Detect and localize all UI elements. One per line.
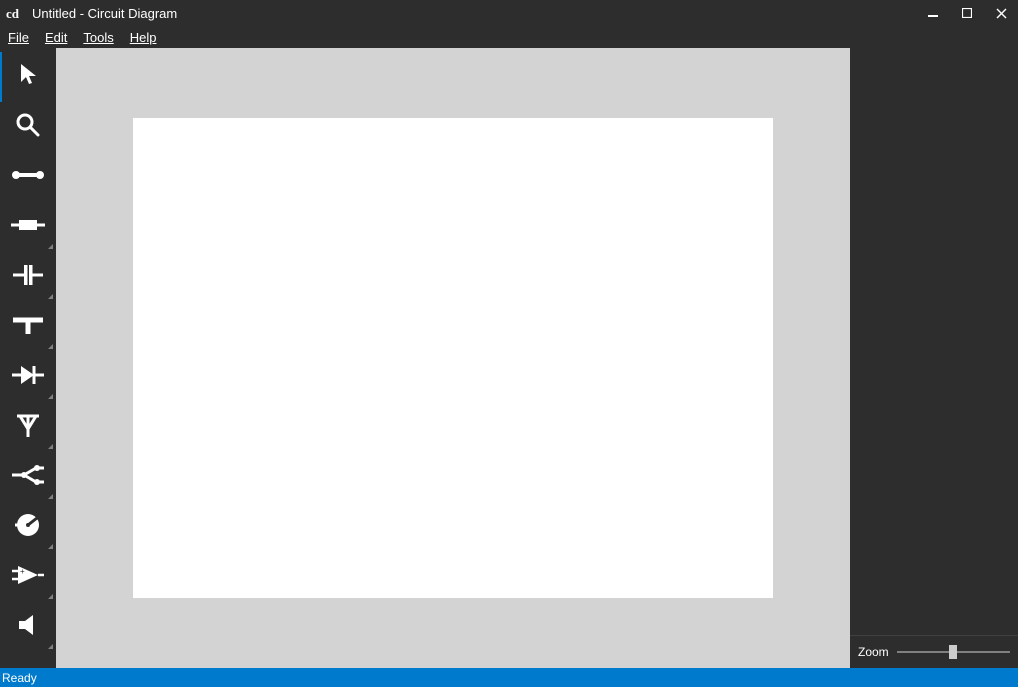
submenu-indicator-icon bbox=[48, 394, 53, 399]
canvas-page[interactable] bbox=[133, 118, 773, 598]
tool-antenna[interactable] bbox=[0, 402, 56, 452]
resistor-icon bbox=[11, 218, 45, 237]
menu-edit[interactable]: Edit bbox=[37, 28, 75, 47]
tool-zoom[interactable] bbox=[0, 102, 56, 152]
zoom-label: Zoom bbox=[858, 645, 889, 659]
zoom-icon bbox=[15, 112, 41, 143]
zoom-slider[interactable] bbox=[897, 645, 1010, 659]
menu-tools[interactable]: Tools bbox=[75, 28, 121, 47]
tool-ground[interactable] bbox=[0, 302, 56, 352]
statusbar: Ready bbox=[0, 668, 1018, 687]
canvas-viewport: Zoom bbox=[56, 48, 1018, 668]
tool-resistor[interactable] bbox=[0, 202, 56, 252]
tool-opamp[interactable]: + bbox=[0, 552, 56, 602]
tool-capacitor[interactable] bbox=[0, 252, 56, 302]
submenu-indicator-icon bbox=[48, 294, 53, 299]
status-text: Ready bbox=[2, 671, 37, 685]
app-icon: cd bbox=[0, 0, 26, 26]
tool-meter[interactable] bbox=[0, 502, 56, 552]
tool-speaker[interactable] bbox=[0, 602, 56, 652]
antenna-icon bbox=[15, 413, 41, 442]
pointer-icon bbox=[18, 62, 40, 93]
toolbox: + bbox=[0, 48, 56, 668]
zoom-slider-thumb[interactable] bbox=[949, 645, 957, 659]
window-controls bbox=[916, 0, 1018, 26]
minimize-button[interactable] bbox=[916, 0, 950, 26]
opamp-icon: + bbox=[12, 564, 44, 591]
tool-diode[interactable] bbox=[0, 352, 56, 402]
ground-icon bbox=[13, 314, 43, 341]
transistor-icon bbox=[12, 464, 44, 491]
submenu-indicator-icon bbox=[48, 644, 53, 649]
submenu-indicator-icon bbox=[48, 594, 53, 599]
tool-transistor[interactable] bbox=[0, 452, 56, 502]
canvas-area: Zoom bbox=[56, 48, 1018, 668]
meter-icon bbox=[15, 512, 41, 543]
menu-file[interactable]: File bbox=[0, 28, 37, 47]
capacitor-icon bbox=[13, 264, 43, 291]
menubar: File Edit Tools Help bbox=[0, 26, 1018, 48]
diode-icon bbox=[12, 364, 44, 391]
wire-icon bbox=[11, 168, 45, 186]
titlebar: cd Untitled - Circuit Diagram bbox=[0, 0, 1018, 26]
submenu-indicator-icon bbox=[48, 544, 53, 549]
svg-text:cd: cd bbox=[6, 6, 20, 21]
svg-text:+: + bbox=[20, 567, 25, 576]
submenu-indicator-icon bbox=[48, 244, 53, 249]
tool-wire[interactable] bbox=[0, 152, 56, 202]
submenu-indicator-icon bbox=[48, 444, 53, 449]
maximize-button[interactable] bbox=[950, 0, 984, 26]
canvas-background[interactable] bbox=[56, 48, 850, 668]
submenu-indicator-icon bbox=[48, 344, 53, 349]
zoom-control: Zoom bbox=[850, 635, 1018, 668]
tool-pointer[interactable] bbox=[0, 52, 56, 102]
speaker-icon bbox=[17, 613, 39, 642]
window-title: Untitled - Circuit Diagram bbox=[32, 6, 177, 21]
submenu-indicator-icon bbox=[48, 494, 53, 499]
main-content: + Zoom bbox=[0, 48, 1018, 668]
menu-help[interactable]: Help bbox=[122, 28, 165, 47]
right-panel: Zoom bbox=[850, 48, 1018, 668]
close-button[interactable] bbox=[984, 0, 1018, 26]
